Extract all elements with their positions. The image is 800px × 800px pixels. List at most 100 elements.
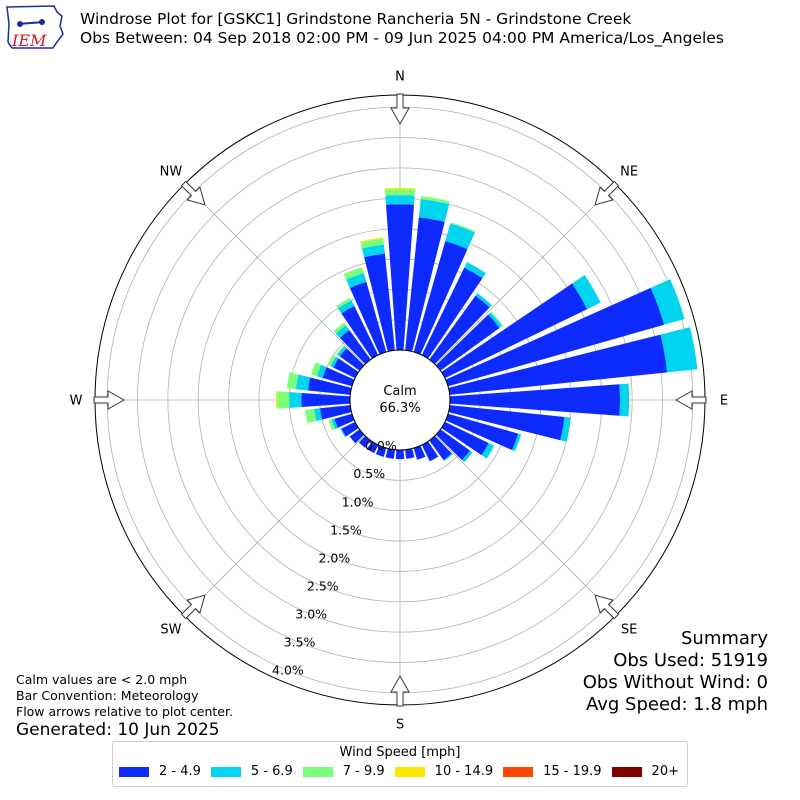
windrose-bar [322,367,355,387]
windrose-bar [320,405,352,420]
grid-spoke [184,184,365,365]
calm-note: Calm values are < 2.0 mph [16,672,188,687]
windrose-bar [572,274,601,310]
windrose-bar [364,253,395,352]
windrose-bar [650,279,685,325]
iem-logo: IEM [6,5,64,50]
legend-item: 2 - 4.9 [119,764,201,779]
windrose-bar [304,408,317,424]
arrow-shape [674,390,707,410]
windrose-bar [490,311,503,327]
windrose-bar [327,354,336,367]
windrose-bar [619,383,630,417]
radial-tick-label: 4.0% [272,663,304,678]
calm-value: 66.3% [379,401,420,416]
compass-label: SW [160,623,181,638]
legend-item: 5 - 6.9 [210,764,293,779]
windrose-bar [336,297,352,309]
windrose-bar [385,448,395,459]
logo-text: IEM [11,31,47,50]
calm-circle [349,349,451,451]
radial-tick-label: 1.0% [342,494,374,509]
windrose-bar [475,293,492,308]
windrose-bar [448,405,565,441]
compass-label: W [70,394,83,409]
direction-arrow [180,594,206,620]
windrose-bar [395,449,405,460]
windrose-bar [286,372,299,390]
windrose-bar [339,348,365,371]
direction-arrow [180,180,206,206]
windrose-bars [275,187,698,463]
compass-label: SE [621,623,637,638]
logo-dot [39,19,45,25]
radial-tick-label: 1.5% [330,522,362,537]
windrose-bar [443,453,453,462]
legend-label: 5 - 6.9 [250,764,293,779]
windrose-bar [385,195,415,205]
chart-subtitle: Obs Between: 04 Sep 2018 02:00 PM - 09 J… [80,29,724,47]
windrose-bar [405,217,445,352]
windrose-bar [441,283,587,379]
windrose-bar [375,445,387,457]
windrose-bar [384,189,416,196]
legend-item: 7 - 9.9 [302,764,385,779]
grid-ring [137,137,663,663]
calm-label: Calm [383,384,416,399]
windrose-bar [450,222,476,233]
windrose-bar [301,392,351,408]
windrose-bar [435,429,471,461]
windrose-bar [420,196,450,205]
windrose-bar [413,445,426,460]
windrose-bar [413,240,468,355]
direction-arrow [594,180,620,206]
windrose-bar [346,273,367,288]
compass-label: E [720,394,728,409]
windrose-bar [307,377,352,395]
direction-arrow [390,93,410,126]
windrose-bar [335,325,350,338]
windrose-bar [449,384,620,416]
chart-title: Windrose Plot for [GSKC1] Grindstone Ran… [80,10,632,28]
windrose-bar [441,421,489,456]
legend-swatch [119,766,149,777]
windrose-bar [295,374,311,391]
legend-swatch [503,766,534,777]
windrose-labels: N NE E SE S SW W NW 0.0% 0.5% 1.0% 1.5% 2.0% 2.5% 3.0%… [70,70,729,733]
windrose-bar [334,413,355,428]
arrow-shape [594,180,620,206]
arrow-shape [93,390,126,410]
avg-speed: Avg Speed: 1.8 mph [586,694,768,715]
windrose-bar [340,428,347,438]
summary-title: Summary [681,628,768,649]
summary-box: Summary Obs Used: 51919 Obs Without Wind… [583,628,768,716]
iowa-map-outline [6,5,64,49]
windrose-bar [435,314,500,371]
windrose-bar [289,392,302,408]
arrow-shape [594,594,620,620]
legend-label: 7 - 9.9 [342,764,385,779]
windrose-bar [360,238,384,249]
radial-tick-label: 2.0% [319,550,351,565]
obs-used: Obs Used: 51919 [613,650,768,671]
radial-tick-label: 0.5% [353,466,385,481]
windrose-bar [421,441,439,462]
arrow-shape [180,594,206,620]
windrose-bar [366,441,379,454]
windrose-bar [429,435,452,461]
compass-label: NW [160,164,183,179]
legend-title: Wind Speed [mph] [339,745,461,760]
windrose-bar [349,281,387,355]
direction-arrow [390,674,410,707]
windrose-bar [445,413,519,451]
windrose-bar [445,223,475,250]
radial-tick-label: 0.0% [365,438,397,453]
windrose-bar [331,418,338,430]
legend: Wind Speed [mph] 2 - 4.9 5 - 6.9 7 - 9.9… [112,741,688,787]
windrose-bar [333,358,359,379]
windrose-bar [405,448,415,459]
compass-label: S [396,718,404,733]
direction-arrow [674,390,707,410]
windrose-bar [481,443,495,459]
windrose-bar [358,435,371,448]
